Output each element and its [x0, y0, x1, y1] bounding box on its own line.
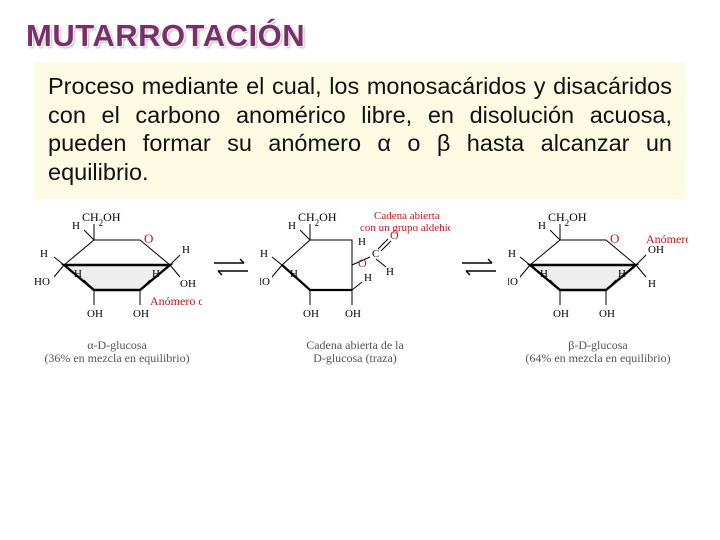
- open-caption-1: Cadena abierta de la: [306, 339, 404, 353]
- svg-text:OH: OH: [303, 308, 319, 320]
- alpha-caption: α-D-glucosa (36% en mezcla en equilibrio…: [44, 339, 189, 367]
- svg-text:O: O: [610, 231, 619, 246]
- svg-text:H: H: [40, 248, 48, 260]
- structure-open-chain: CH2OH H C O H Cadena abierta con un grup…: [260, 207, 450, 367]
- svg-text:C: C: [372, 248, 379, 260]
- svg-text:HO: HO: [508, 276, 518, 288]
- svg-text:OH: OH: [345, 308, 361, 320]
- open-side-label-2: con un grupo aldehído: [360, 222, 450, 234]
- svg-text:OH: OH: [87, 308, 103, 320]
- alpha-anomer-label: Anómero α: [150, 294, 202, 308]
- svg-text:H: H: [74, 268, 82, 280]
- svg-text:CH2OH: CH2OH: [82, 210, 121, 228]
- alpha-caption-2: (36% en mezcla en equilibrio): [44, 352, 189, 366]
- svg-text:OH: OH: [180, 278, 196, 290]
- beta-caption-2: (64% en mezcla en equilibrio): [525, 352, 670, 366]
- open-caption: Cadena abierta de la D-glucosa (traza): [306, 339, 404, 367]
- page-title: MUTARROTACIÓN: [26, 18, 694, 54]
- svg-text:H: H: [288, 220, 296, 232]
- beta-ring-svg: CH2OH O H H HO OH H OH H OH H Anómero β: [508, 207, 688, 337]
- equilibrium-arrow-1: [210, 207, 252, 327]
- svg-text:H: H: [386, 266, 394, 278]
- structure-alpha: CH2OH O H H HO OH H OH H H OH Anómero α …: [32, 207, 202, 367]
- svg-text:O: O: [358, 256, 367, 270]
- definition-text: Proceso mediante el cual, los monosacári…: [48, 72, 672, 187]
- svg-text:OH: OH: [599, 308, 615, 320]
- structure-beta: CH2OH O H H HO OH H OH H OH H Anómero β …: [508, 207, 688, 367]
- svg-text:CH2OH: CH2OH: [298, 210, 337, 228]
- alpha-caption-1: α-D-glucosa: [44, 339, 189, 353]
- equil-arrow-icon: [458, 252, 500, 282]
- beta-caption: β-D-glucosa (64% en mezcla en equilibrio…: [525, 339, 670, 367]
- svg-text:H: H: [364, 272, 372, 284]
- svg-text:OH: OH: [553, 308, 569, 320]
- beta-caption-1: β-D-glucosa: [525, 339, 670, 353]
- svg-text:H: H: [152, 268, 160, 280]
- svg-text:H: H: [260, 248, 268, 260]
- svg-text:O: O: [144, 231, 153, 246]
- svg-text:H: H: [508, 248, 516, 260]
- svg-text:H: H: [290, 268, 298, 280]
- svg-text:HO: HO: [260, 276, 270, 288]
- open-caption-2: D-glucosa (traza): [306, 352, 404, 366]
- svg-text:H: H: [182, 244, 190, 256]
- beta-anomer-label: Anómero β: [646, 232, 688, 246]
- svg-text:OH: OH: [133, 308, 149, 320]
- alpha-ring-svg: CH2OH O H H HO OH H OH H H OH Anómero α: [32, 207, 202, 337]
- equil-arrow-icon: [210, 252, 252, 282]
- svg-text:CH2OH: CH2OH: [548, 210, 587, 228]
- open-chain-svg: CH2OH H C O H Cadena abierta con un grup…: [260, 207, 450, 337]
- svg-text:H: H: [72, 220, 80, 232]
- svg-text:H: H: [618, 268, 626, 280]
- svg-text:H: H: [538, 220, 546, 232]
- mutarotation-diagram: CH2OH O H H HO OH H OH H H OH Anómero α …: [26, 207, 694, 367]
- svg-text:H: H: [648, 278, 656, 290]
- svg-text:HO: HO: [34, 276, 50, 288]
- equilibrium-arrow-2: [458, 207, 500, 327]
- definition-box: Proceso mediante el cual, los monosacári…: [34, 62, 686, 199]
- svg-text:H: H: [540, 268, 548, 280]
- svg-text:H: H: [358, 236, 366, 248]
- open-side-label-1: Cadena abierta: [374, 210, 440, 222]
